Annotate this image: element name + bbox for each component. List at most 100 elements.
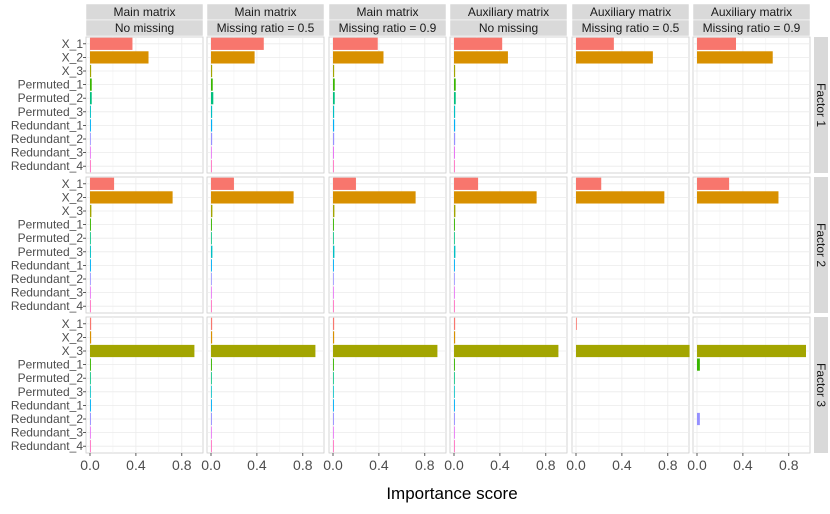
bar xyxy=(454,412,455,426)
bar xyxy=(90,105,91,118)
bar xyxy=(211,232,212,245)
bar xyxy=(454,440,455,453)
facet-strip-bottom-label: No missing xyxy=(479,21,538,35)
bar xyxy=(90,358,91,371)
x-tick-label: 0.0 xyxy=(687,457,707,473)
bar xyxy=(697,37,737,50)
facet-strip-top-label: Main matrix xyxy=(356,5,418,19)
facet-strip-top-label: Main matrix xyxy=(113,5,175,19)
bar xyxy=(576,317,577,330)
y-tick-label: Redundant_3 xyxy=(11,146,83,160)
bar xyxy=(333,51,384,64)
facet-strip-right xyxy=(814,177,828,313)
bar xyxy=(333,272,334,286)
bar xyxy=(90,272,91,286)
bar xyxy=(211,37,264,50)
y-tick-label: Redundant_3 xyxy=(11,286,83,300)
bar xyxy=(454,385,455,398)
bar xyxy=(454,331,456,344)
y-tick-label: Redundant_2 xyxy=(11,412,83,426)
bar xyxy=(211,204,213,218)
bar xyxy=(90,218,91,231)
bar xyxy=(333,259,334,272)
bar xyxy=(90,119,91,132)
y-tick-label: Permuted_2 xyxy=(18,371,84,385)
facet-strip-right-label: Factor 1 xyxy=(814,83,828,127)
x-tick-label: 0.8 xyxy=(658,457,678,473)
facet-strip-bottom-label: Missing ratio = 0.9 xyxy=(339,21,437,35)
bar xyxy=(211,218,212,231)
y-tick-label: X_3 xyxy=(62,204,84,218)
y-tick-label: X_2 xyxy=(62,330,84,344)
facet-strip-bottom-label: Missing ratio = 0.5 xyxy=(582,21,680,35)
panel xyxy=(85,316,204,454)
x-tick-label: 0.4 xyxy=(490,457,510,473)
y-tick-label: Permuted_1 xyxy=(18,218,84,232)
facet-strip-bottom-label: No missing xyxy=(115,21,174,35)
bar xyxy=(211,426,212,439)
facet-strip-bottom xyxy=(85,19,204,37)
facet-strip-right xyxy=(814,37,828,173)
bar xyxy=(333,160,334,173)
facet-strip-bottom xyxy=(449,19,568,37)
bar xyxy=(454,204,456,218)
bar xyxy=(211,412,212,426)
bar xyxy=(211,51,255,64)
bar xyxy=(454,119,456,132)
bar xyxy=(333,245,335,258)
bar xyxy=(333,331,335,344)
y-tick-label: Redundant_3 xyxy=(11,426,83,440)
bar xyxy=(333,105,335,118)
bar xyxy=(333,412,334,426)
facet-strip-bottom xyxy=(571,19,690,37)
y-tick-label: Permuted_3 xyxy=(18,245,84,259)
bar xyxy=(90,399,91,412)
facet-strip-bottom xyxy=(206,19,325,37)
bar xyxy=(454,232,455,245)
bar xyxy=(90,160,91,173)
bar xyxy=(211,177,234,190)
bar xyxy=(697,412,700,426)
bar xyxy=(576,51,653,64)
bar xyxy=(90,191,173,204)
x-tick-label: 0.4 xyxy=(247,457,267,473)
panel xyxy=(328,316,447,454)
facet-strip-top-label: Main matrix xyxy=(234,5,296,19)
facet-strip-top-label: Auxiliary matrix xyxy=(468,5,549,19)
bar xyxy=(90,92,92,105)
bar xyxy=(697,177,730,190)
y-tick-label: Redundant_1 xyxy=(11,118,83,132)
facet-strip-right-label: Factor 2 xyxy=(814,223,828,267)
bar xyxy=(333,385,334,398)
facet-strip-bottom-label: Missing ratio = 0.9 xyxy=(703,21,801,35)
bar xyxy=(454,218,455,231)
panel xyxy=(449,316,568,454)
facet-strip-bottom xyxy=(692,19,811,37)
y-tick-label: X_3 xyxy=(62,64,84,78)
facet-strip-top-label: Auxiliary matrix xyxy=(711,5,792,19)
bar xyxy=(90,204,92,218)
bar xyxy=(333,119,335,132)
bar xyxy=(90,331,92,344)
facet-strip-right-label: Factor 3 xyxy=(814,363,828,407)
bar xyxy=(333,286,334,299)
bar xyxy=(90,317,92,330)
bar xyxy=(454,344,559,358)
y-tick-label: Redundant_1 xyxy=(11,398,83,412)
y-tick-label: Permuted_3 xyxy=(18,105,84,119)
bar xyxy=(90,64,92,78)
y-tick-label: Permuted_3 xyxy=(18,385,84,399)
bar xyxy=(697,358,700,371)
bar xyxy=(454,259,455,272)
bar xyxy=(90,245,91,258)
bar xyxy=(211,259,212,272)
bar xyxy=(454,317,456,330)
bar xyxy=(454,105,456,118)
bar xyxy=(211,440,212,453)
bar xyxy=(333,399,334,412)
bar xyxy=(90,177,115,190)
bar xyxy=(211,272,212,286)
x-tick-label: 0.0 xyxy=(444,457,464,473)
bar xyxy=(211,372,212,385)
